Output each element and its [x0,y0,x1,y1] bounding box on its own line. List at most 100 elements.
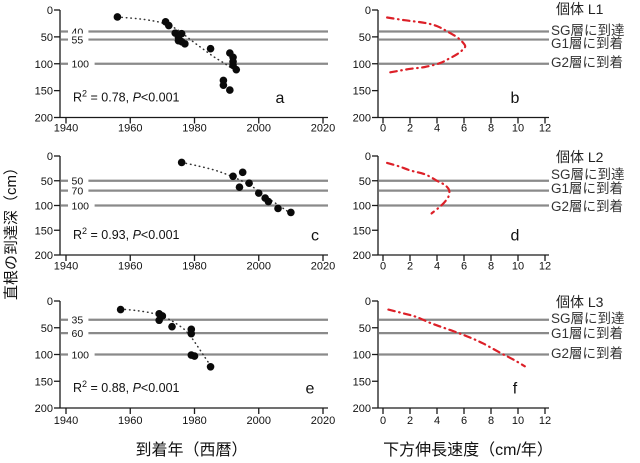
y-tick-label: 200 [353,250,371,262]
layer-depth-label: 100 [72,59,90,71]
layer-label-box [68,313,89,326]
data-point [206,363,215,371]
data-point [187,329,196,338]
y-tick-label: 50 [41,323,53,335]
layer-depth-label: 55 [72,34,84,46]
data-point [190,352,199,360]
data-point [177,158,186,167]
y-tick-label: 0 [365,151,371,163]
y-tick-label: 50 [41,32,53,44]
layer-label-g1-row1: G1層に到着 [551,35,624,51]
y-tick-label: 150 [35,86,53,98]
panel-letter: e [306,381,315,398]
rate-curve [386,161,451,215]
y-tick-label: 100 [353,201,371,213]
data-point [287,208,295,217]
x-tick-label: 1980 [182,123,206,135]
data-point [245,179,253,188]
y-tick-label: 200 [353,113,371,125]
y-tick-label: 150 [35,225,53,237]
panel-letter: d [511,228,520,245]
x-tick-label: 2000 [247,123,271,135]
y-tick-label: 50 [359,32,371,44]
y-tick-label: 0 [47,5,53,17]
x-tick-label: 2020 [311,123,335,135]
layer-label-box [68,57,95,70]
data-point [274,204,282,213]
layer-label-box [68,174,89,187]
panel-letter: c [311,228,319,245]
data-point [165,21,173,30]
data-point [181,40,189,48]
data-point [232,65,241,74]
layer-depth-label: 70 [72,185,84,197]
x-axis-title-elongation-rate: 下方伸長速度（cm/年） [383,442,553,459]
layer-label-g1-row3: G1層に到着 [551,326,624,341]
y-tick-label: 100 [35,59,53,71]
x-tick-label: 2020 [311,261,335,273]
x-tick-label: 12 [539,123,551,135]
x-tick-label: 0 [380,123,386,135]
panel-letter: b [511,90,520,107]
y-tick-label: 150 [353,376,371,388]
x-tick-label: 10 [512,261,524,273]
layer-label-sg-row1: SG層に到達 [551,22,625,38]
x-tick-label: 8 [488,123,494,135]
x-tick-label: 0 [380,261,386,273]
layer-label-g1-row2: G1層に到着 [551,181,624,196]
x-tick-label: 0 [380,415,386,427]
data-point [254,189,263,197]
layer-label-sg-row2: SG層に到達 [551,167,625,182]
layer-label-g2-row3: G2層に到着 [551,346,624,361]
r-squared-annotation: R2 = 0.93, P<0.001 [73,226,180,242]
rate-curve [387,308,526,368]
data-point [219,81,228,90]
individual-title-L3: 個体 L3 [556,294,604,310]
y-tick-label: 50 [41,176,53,188]
data-point [116,305,125,314]
trend-line [180,161,289,213]
x-tick-label: 6 [461,123,467,135]
y-tick-label: 100 [35,350,53,362]
panel-b: 0 50 100 150 200 0 2 4 6 8 10 12 b [353,5,551,135]
x-tick-label: 2000 [247,261,271,273]
panel-letter: a [276,90,285,107]
x-tick-label: 2020 [311,415,335,427]
data-point [235,183,244,191]
y-tick-label: 200 [353,403,371,415]
x-tick-label: 1960 [118,261,142,273]
x-tick-label: 10 [512,123,524,135]
layer-label-g2-row2: G2層に到着 [551,199,624,214]
data-point [206,44,215,53]
y-tick-label: 100 [353,59,371,71]
layer-label-box [68,199,95,212]
individual-title-L2: 個体 L2 [556,149,604,165]
x-tick-label: 4 [434,415,440,427]
rate-curve [386,16,467,74]
layer-label-sg-row3: SG層に到達 [551,311,625,326]
individual-title-L1: 個体 L1 [556,1,604,17]
y-tick-label: 150 [35,376,53,388]
y-tick-label: 0 [365,296,371,308]
data-point [264,197,273,206]
layer-depth-label: 100 [72,349,90,361]
data-point [238,168,247,177]
r-squared-annotation: R2 = 0.78, P<0.001 [73,89,180,105]
y-tick-label: 50 [359,176,371,188]
layer-depth-label: 100 [72,200,90,212]
x-tick-label: 12 [539,415,551,427]
data-point [155,316,163,325]
x-tick-label: 8 [488,415,494,427]
layer-label-box [68,184,89,197]
y-tick-label: 200 [35,113,53,125]
data-point [229,172,237,181]
y-tick-label: 150 [353,225,371,237]
x-tick-label: 1940 [54,415,78,427]
trend-line [119,308,212,367]
layer-label-box [68,327,89,340]
x-tick-label: 2 [407,415,413,427]
layer-depth-label: 40 [72,26,84,38]
x-tick-label: 12 [539,261,551,273]
